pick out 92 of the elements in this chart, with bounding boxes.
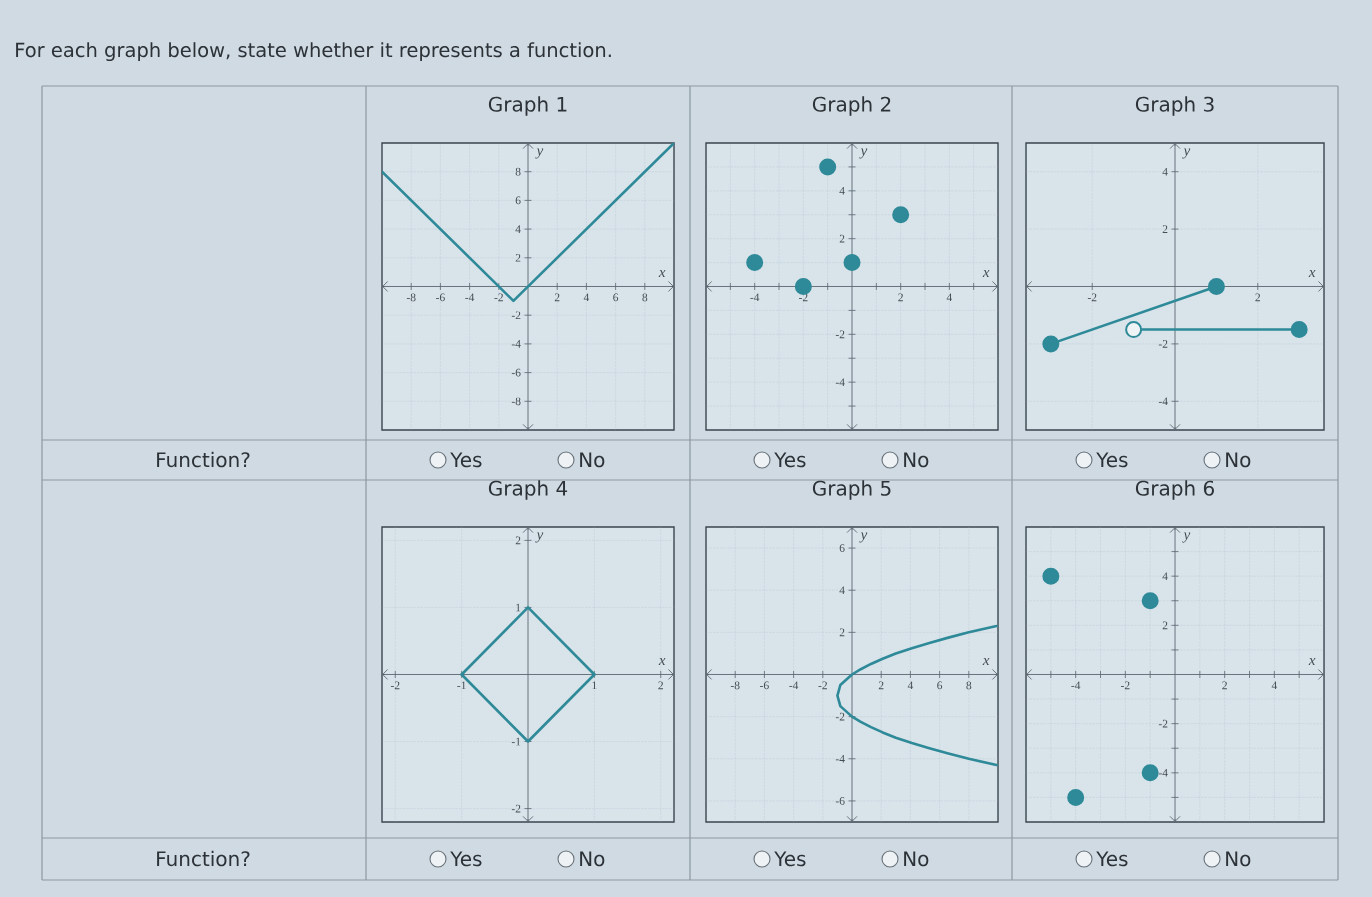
y-tick-label: -4 <box>1158 397 1168 406</box>
x-tick-label: -4 <box>465 293 475 302</box>
text: Function? <box>157 850 250 867</box>
y-tick-label: -2 <box>511 311 521 319</box>
x-tick-label: -4 <box>750 293 760 302</box>
x-tick-label: -8 <box>730 681 740 690</box>
y-tick-label: 8 <box>515 167 521 176</box>
x-tick-label: 1 <box>592 681 597 690</box>
y-tick-label: -4 <box>835 378 845 386</box>
x-tick-label: -8 <box>406 293 416 302</box>
y-axis-title: y <box>859 532 868 543</box>
text: Yes <box>774 851 806 867</box>
x-tick-label: -2 <box>1120 681 1130 690</box>
y-tick-label: 2 <box>839 628 845 637</box>
y-axis-title: y <box>535 532 544 543</box>
chart-title: Graph 4 <box>488 480 568 500</box>
y-tick-label: 2 <box>515 536 521 545</box>
text: No <box>580 452 605 468</box>
x-tick-label: 2 <box>554 293 560 302</box>
y-tick-label: -2 <box>1158 719 1168 728</box>
y-tick-label: 2 <box>1162 621 1168 630</box>
text: Yes <box>1096 452 1128 468</box>
x-tick-label: -4 <box>789 681 799 690</box>
chart-title: Graph 1 <box>488 96 567 116</box>
x-axis-title: x <box>658 270 666 277</box>
y-tick-label: -2 <box>835 330 845 339</box>
y-tick-label: -2 <box>1158 340 1168 348</box>
y-tick-label: -4 <box>1158 769 1168 777</box>
x-tick-label: -2 <box>390 681 400 690</box>
text: No <box>1226 452 1251 468</box>
y-tick-label: -2 <box>511 804 521 813</box>
x-tick-label: 2 <box>878 681 884 690</box>
x-axis-title: x <box>1308 270 1316 277</box>
x-tick-label: 6 <box>937 681 943 690</box>
text: Yes <box>450 452 482 468</box>
x-tick-label: -6 <box>436 293 445 302</box>
y-tick-label: 2 <box>515 253 521 262</box>
y-tick-label: -4 <box>835 755 845 763</box>
text: Yes <box>450 851 482 867</box>
y-tick-label: -6 <box>511 368 521 377</box>
x-tick-label: 2 <box>1222 681 1227 690</box>
y-tick-label: -1 <box>511 737 521 746</box>
text: No <box>904 851 929 867</box>
text: Yes <box>1096 851 1128 867</box>
y-tick-label: 4 <box>515 225 521 233</box>
x-tick-label: -6 <box>760 681 769 690</box>
y-tick-label: 4 <box>1162 167 1168 176</box>
x-tick-label: -2 <box>818 681 827 690</box>
y-tick-label: 1 <box>516 603 521 612</box>
x-tick-label: 2 <box>658 681 663 690</box>
y-tick-label: -8 <box>511 397 521 406</box>
x-axis-title: x <box>982 658 990 665</box>
x-tick-label: 4 <box>1271 681 1278 690</box>
text: No <box>1226 851 1251 867</box>
y-axis-title: y <box>1182 532 1191 543</box>
x-axis-title: x <box>1308 658 1316 665</box>
y-tick-label: -4 <box>511 340 521 348</box>
x-axis-title: x <box>982 270 990 277</box>
y-axis-title: y <box>1182 148 1191 159</box>
x-axis-title: x <box>658 658 666 665</box>
x-tick-label: -2 <box>1087 293 1097 302</box>
x-tick-label: 4 <box>583 293 590 302</box>
chart-title: Graph 5 <box>812 480 891 500</box>
x-tick-label: 2 <box>898 293 903 302</box>
y-tick-label: -6 <box>835 797 845 805</box>
y-tick-label: 2 <box>1162 225 1168 233</box>
y-tick-label: 4 <box>1162 572 1168 580</box>
x-tick-label: -2 <box>494 293 503 302</box>
y-tick-label: 4 <box>839 187 845 195</box>
text: No <box>580 851 605 867</box>
x-tick-label: -1 <box>457 681 466 690</box>
y-tick-label: 2 <box>839 234 845 243</box>
x-tick-label: 4 <box>946 293 953 302</box>
x-tick-label: -4 <box>1071 681 1081 690</box>
x-tick-label: 8 <box>966 681 972 690</box>
x-tick-label: 8 <box>642 293 648 302</box>
y-tick-label: 6 <box>839 544 845 552</box>
x-tick-label: 2 <box>1255 293 1261 302</box>
y-tick-label: 4 <box>839 586 845 594</box>
y-axis-title: y <box>859 148 868 159</box>
text: For each graph below, state whether it represents a function. <box>16 42 611 62</box>
chart-title: Graph 2 <box>812 96 891 116</box>
y-tick-label: -2 <box>835 712 845 721</box>
y-tick-label: 6 <box>515 196 521 205</box>
x-tick-label: 6 <box>613 293 619 302</box>
chart-title: Graph 3 <box>1135 96 1214 116</box>
y-axis-title: y <box>535 148 544 159</box>
text: Yes <box>774 452 806 468</box>
chart-title: Graph 6 <box>1135 480 1214 500</box>
x-tick-label: 4 <box>907 681 914 690</box>
text: Function? <box>157 451 250 468</box>
text: No <box>904 452 929 468</box>
